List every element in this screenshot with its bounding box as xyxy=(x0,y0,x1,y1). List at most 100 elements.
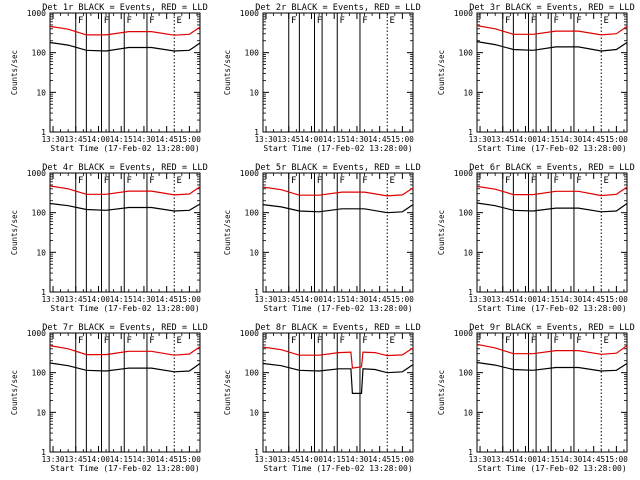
x-tick-label: 14:00 xyxy=(87,295,110,304)
x-tick-label: 13:45 xyxy=(491,135,514,144)
marker-letter: F xyxy=(149,176,154,186)
y-tick-label: 100 xyxy=(245,49,260,58)
events-series-line xyxy=(49,362,201,373)
x-tick-label: 15:00 xyxy=(391,295,414,304)
x-tick-label: 14:00 xyxy=(514,295,537,304)
y-tick-label: 100 xyxy=(245,369,260,378)
x-tick-label: 14:45 xyxy=(368,295,391,304)
x-tick-label: 14:45 xyxy=(582,295,605,304)
y-tick-label: 1000 xyxy=(454,169,473,178)
marker-letter: E xyxy=(177,336,182,346)
x-tick-label: 14:30 xyxy=(346,455,369,464)
lld-series-line xyxy=(476,25,628,36)
x-tick-label: 14:30 xyxy=(133,295,156,304)
x-tick-label: 13:45 xyxy=(491,295,514,304)
x-axis-label: Start Time (17-Feb-02 13:28:00) xyxy=(50,464,199,473)
lld-series-line xyxy=(476,185,628,197)
panel-title: Det 4r BLACK = Events, RED = LLD xyxy=(42,163,208,173)
x-tick-label: 13:30 xyxy=(255,295,278,304)
x-tick-label: 13:45 xyxy=(64,455,87,464)
marker-letter: F xyxy=(127,176,132,186)
marker-letter: F xyxy=(104,336,109,346)
marker-letter: E xyxy=(604,336,609,346)
x-tick-label: 14:45 xyxy=(582,455,605,464)
marker-letter: F xyxy=(317,16,322,26)
marker-letter: F xyxy=(576,336,581,346)
plot-frame xyxy=(262,332,414,453)
marker-letter: F xyxy=(340,336,345,346)
x-tick-label: 14:45 xyxy=(582,135,605,144)
detector-panel: Det 7r BLACK = Events, RED = LLD 1 10 100 10… xyxy=(10,323,208,473)
x-tick-label: 15:00 xyxy=(391,455,414,464)
x-tick-label: 14:15 xyxy=(110,455,133,464)
x-tick-label: 14:15 xyxy=(537,135,560,144)
x-tick-label: 13:45 xyxy=(277,455,300,464)
y-tick-label: 1 xyxy=(254,448,259,457)
y-axis-label: Counts/sec xyxy=(10,210,19,255)
x-axis-label: Start Time (17-Feb-02 13:28:00) xyxy=(50,144,199,153)
y-tick-label: 1 xyxy=(254,288,259,297)
x-tick-label: 13:30 xyxy=(42,135,65,144)
x-tick-label: 15:00 xyxy=(178,455,201,464)
marker-letter: F xyxy=(317,176,322,186)
plot-frame xyxy=(49,332,201,453)
y-tick-label: 10 xyxy=(36,88,46,97)
events-series-line xyxy=(262,362,414,394)
lld-series-line xyxy=(262,346,414,369)
detector-panel: Det 5r BLACK = Events, RED = LLD 1 10 100 10… xyxy=(223,163,421,313)
x-tick-label: 14:15 xyxy=(323,135,346,144)
x-tick-label: 14:15 xyxy=(110,135,133,144)
x-tick-label: 13:30 xyxy=(469,455,492,464)
events-series-line xyxy=(49,41,201,52)
marker-letter: F xyxy=(291,16,296,26)
x-tick-label: 14:00 xyxy=(300,135,323,144)
marker-letter: F xyxy=(104,176,109,186)
x-tick-label: 14:00 xyxy=(514,455,537,464)
y-tick-label: 1000 xyxy=(27,9,46,18)
x-tick-label: 13:30 xyxy=(42,295,65,304)
plot-frame xyxy=(262,172,414,293)
panel-title: Det 5r BLACK = Events, RED = LLD xyxy=(255,163,421,173)
x-axis-label: Start Time (17-Feb-02 13:28:00) xyxy=(263,464,412,473)
panel-title: Det 9r BLACK = Events, RED = LLD xyxy=(469,323,635,333)
x-tick-label: 14:00 xyxy=(300,295,323,304)
marker-letter: E xyxy=(604,176,609,186)
x-tick-label: 14:45 xyxy=(155,295,178,304)
y-tick-label: 100 xyxy=(32,369,47,378)
panel-title: Det 7r BLACK = Events, RED = LLD xyxy=(42,323,208,333)
y-tick-label: 10 xyxy=(249,248,259,257)
x-axis-label: Start Time (17-Feb-02 13:28:00) xyxy=(263,304,412,313)
marker-letter: F xyxy=(531,176,536,186)
x-tick-label: 13:45 xyxy=(491,455,514,464)
marker-letter: F xyxy=(362,176,367,186)
x-axis-label: Start Time (17-Feb-02 13:28:00) xyxy=(477,304,626,313)
plot-frame xyxy=(262,12,414,133)
y-axis-label: Counts/sec xyxy=(437,210,446,255)
x-tick-label: 15:00 xyxy=(178,135,201,144)
x-tick-label: 13:45 xyxy=(64,295,87,304)
x-axis-label: Start Time (17-Feb-02 13:28:00) xyxy=(50,304,199,313)
x-tick-label: 15:00 xyxy=(178,295,201,304)
events-series-line xyxy=(49,202,201,212)
events-series-line xyxy=(262,204,414,214)
lld-series-line xyxy=(49,185,201,196)
y-tick-label: 100 xyxy=(32,49,47,58)
x-tick-label: 13:30 xyxy=(255,455,278,464)
marker-letter: F xyxy=(362,336,367,346)
marker-letter: F xyxy=(505,176,510,186)
x-tick-label: 13:30 xyxy=(469,295,492,304)
x-tick-label: 14:30 xyxy=(133,455,156,464)
x-tick-label: 14:45 xyxy=(155,135,178,144)
plot-frame xyxy=(476,172,628,293)
marker-letter: F xyxy=(576,176,581,186)
y-tick-label: 10 xyxy=(36,248,46,257)
y-tick-label: 1000 xyxy=(454,9,473,18)
y-axis-label: Counts/sec xyxy=(10,370,19,415)
x-tick-label: 15:00 xyxy=(605,135,628,144)
y-axis-label: Counts/sec xyxy=(223,370,232,415)
y-axis-label: Counts/sec xyxy=(10,50,19,95)
y-axis-label: Counts/sec xyxy=(437,50,446,95)
x-tick-label: 14:15 xyxy=(537,455,560,464)
x-tick-label: 14:30 xyxy=(560,135,583,144)
y-axis-label: Counts/sec xyxy=(437,370,446,415)
